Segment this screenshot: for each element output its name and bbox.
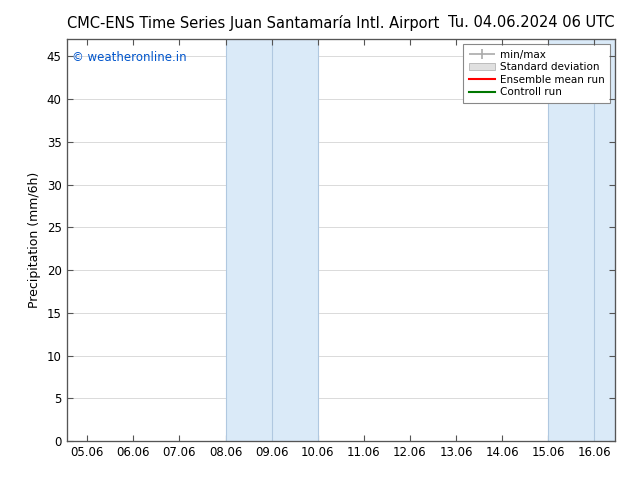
Y-axis label: Precipitation (mm/6h): Precipitation (mm/6h) (29, 172, 41, 308)
Bar (548, 39, 615, 441)
Text: CMC-ENS Time Series Juan Santamaría Intl. Airport: CMC-ENS Time Series Juan Santamaría Intl… (67, 15, 439, 31)
Text: © weatheronline.in: © weatheronline.in (72, 51, 186, 64)
Bar (226, 39, 318, 441)
Text: Tu. 04.06.2024 06 UTC: Tu. 04.06.2024 06 UTC (448, 15, 615, 30)
Legend: min/max, Standard deviation, Ensemble mean run, Controll run: min/max, Standard deviation, Ensemble me… (463, 45, 610, 102)
